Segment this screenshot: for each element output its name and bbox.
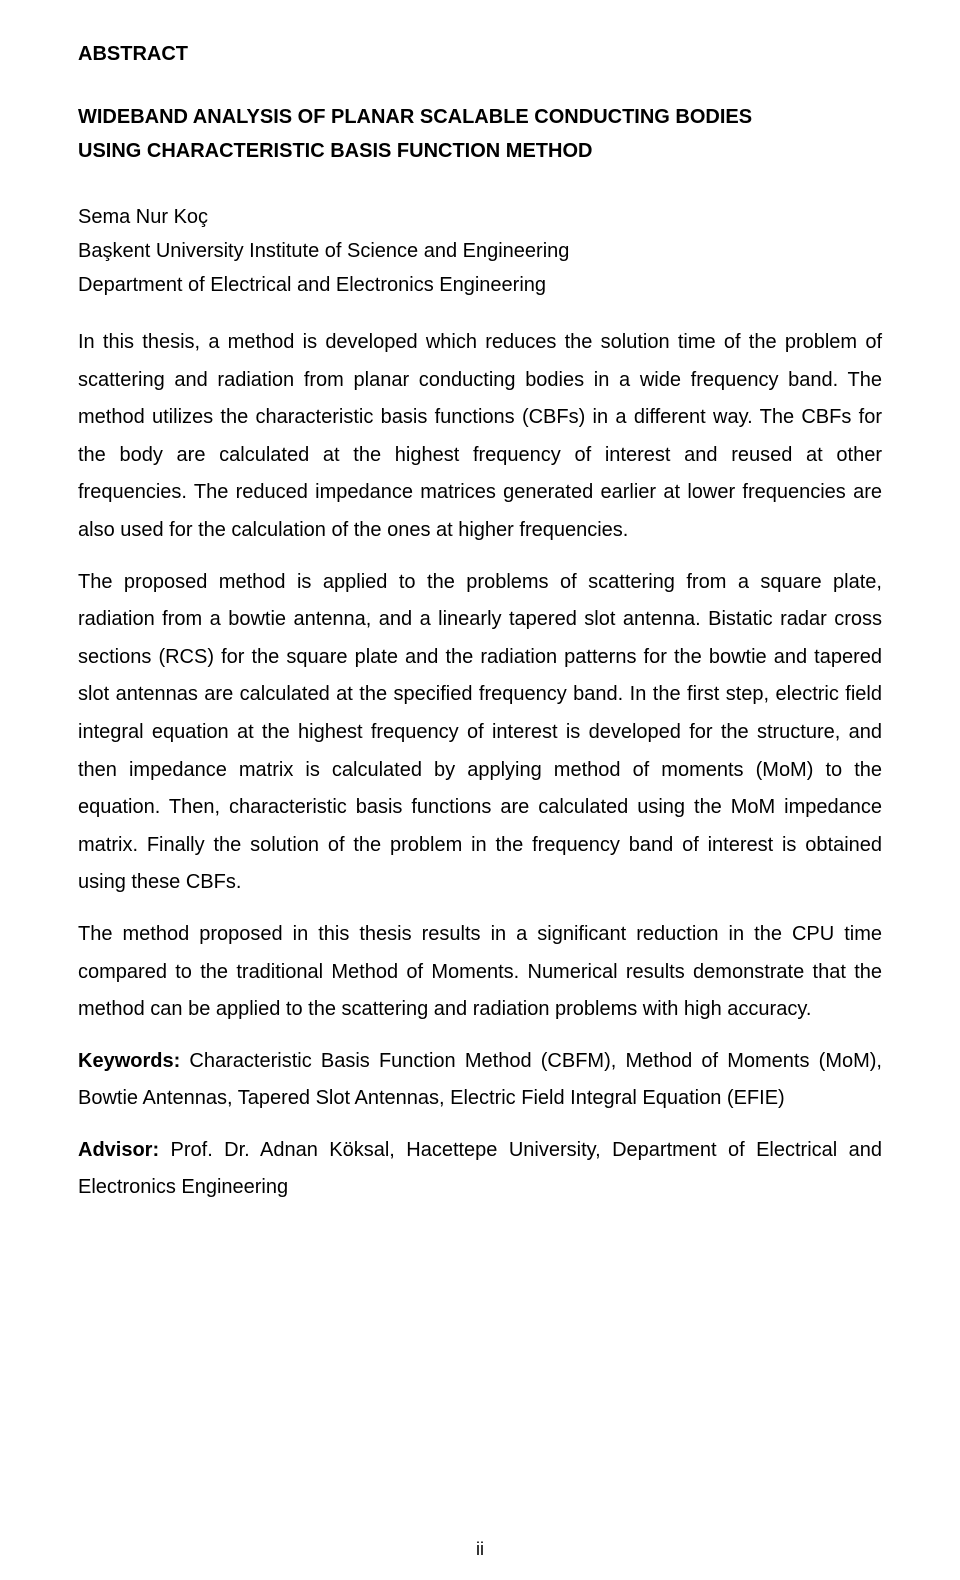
page-container: ABSTRACT WIDEBAND ANALYSIS OF PLANAR SCA… xyxy=(0,0,960,1580)
advisor-block: Advisor: Prof. Dr. Adnan Köksal, Hacette… xyxy=(78,1132,882,1207)
keywords-block: Keywords: Characteristic Basis Function … xyxy=(78,1043,882,1118)
title-line-1: WIDEBAND ANALYSIS OF PLANAR SCALABLE CON… xyxy=(78,106,752,128)
page-number: ii xyxy=(0,1539,960,1560)
affiliation-2: Department of Electrical and Electronics… xyxy=(78,274,546,296)
paragraph-2: The proposed method is applied to the pr… xyxy=(78,564,882,902)
affiliation-1: Başkent University Institute of Science … xyxy=(78,240,569,262)
advisor-label: Advisor: xyxy=(78,1139,159,1161)
abstract-heading: ABSTRACT xyxy=(78,40,882,68)
paragraph-3: The method proposed in this thesis resul… xyxy=(78,916,882,1029)
advisor-text: Prof. Dr. Adnan Köksal, Hacettepe Univer… xyxy=(78,1139,882,1199)
author-name: Sema Nur Koç xyxy=(78,206,208,228)
keywords-text: Characteristic Basis Function Method (CB… xyxy=(78,1050,882,1110)
thesis-title: WIDEBAND ANALYSIS OF PLANAR SCALABLE CON… xyxy=(78,100,882,168)
author-block: Sema Nur Koç Başkent University Institut… xyxy=(78,200,882,302)
keywords-label: Keywords: xyxy=(78,1050,180,1072)
paragraph-1: In this thesis, a method is developed wh… xyxy=(78,324,882,550)
title-line-2: USING CHARACTERISTIC BASIS FUNCTION METH… xyxy=(78,140,592,162)
